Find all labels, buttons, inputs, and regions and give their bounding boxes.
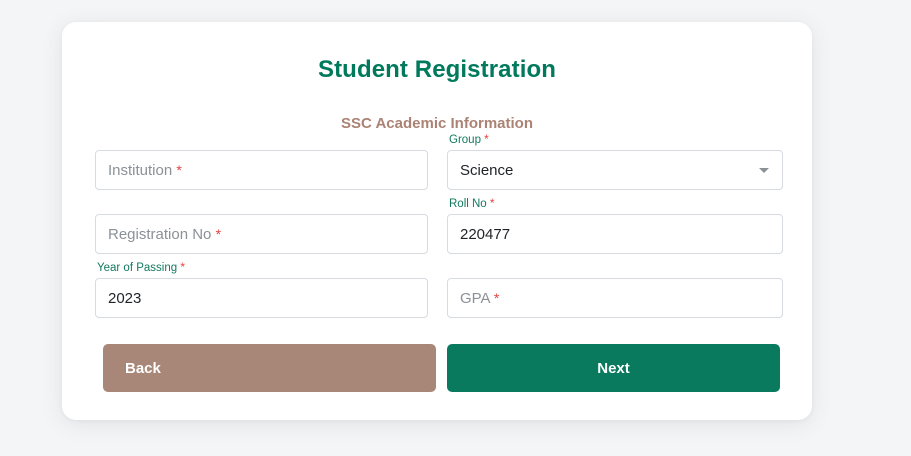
required-asterisk: * bbox=[489, 196, 495, 210]
field-roll-no: Roll No * 220477 bbox=[447, 196, 783, 254]
form-actions: Back Next bbox=[95, 344, 783, 392]
required-asterisk: * bbox=[215, 225, 222, 242]
group-label: Group * bbox=[449, 132, 489, 146]
required-asterisk: * bbox=[180, 260, 186, 274]
required-asterisk: * bbox=[176, 161, 182, 178]
field-gpa: GPA * bbox=[447, 260, 783, 318]
field-institution: Institution * bbox=[95, 132, 428, 190]
roll-no-label: Roll No * bbox=[449, 196, 495, 210]
gpa-placeholder: GPA * bbox=[460, 289, 500, 307]
next-button[interactable]: Next bbox=[447, 344, 780, 392]
field-year-of-passing: Year of Passing * 2023 bbox=[95, 260, 428, 318]
required-asterisk: * bbox=[493, 289, 500, 306]
year-of-passing-label: Year of Passing * bbox=[97, 260, 186, 274]
field-group: Group * Science bbox=[447, 132, 783, 190]
roll-no-input[interactable]: 220477 bbox=[447, 214, 783, 254]
registration-card: Student Registration SSC Academic Inform… bbox=[62, 22, 812, 420]
roll-no-value: 220477 bbox=[460, 225, 511, 243]
back-button[interactable]: Back bbox=[103, 344, 436, 392]
page-title: Student Registration bbox=[317, 56, 556, 83]
institution-placeholder: Institution * bbox=[108, 161, 182, 179]
group-value: Science bbox=[460, 161, 514, 179]
group-select[interactable]: Science bbox=[447, 150, 783, 190]
gpa-input[interactable]: GPA * bbox=[447, 278, 783, 318]
section-subtitle: SSC Academic Information bbox=[341, 115, 533, 132]
field-registration-no: Registration No * bbox=[95, 196, 428, 254]
registration-no-placeholder: Registration No * bbox=[108, 225, 222, 243]
chevron-down-icon[interactable] bbox=[759, 168, 769, 173]
institution-input[interactable]: Institution * bbox=[95, 150, 428, 190]
year-of-passing-input[interactable]: 2023 bbox=[95, 278, 428, 318]
registration-no-input[interactable]: Registration No * bbox=[95, 214, 428, 254]
year-of-passing-value: 2023 bbox=[108, 289, 142, 307]
required-asterisk: * bbox=[484, 132, 489, 146]
